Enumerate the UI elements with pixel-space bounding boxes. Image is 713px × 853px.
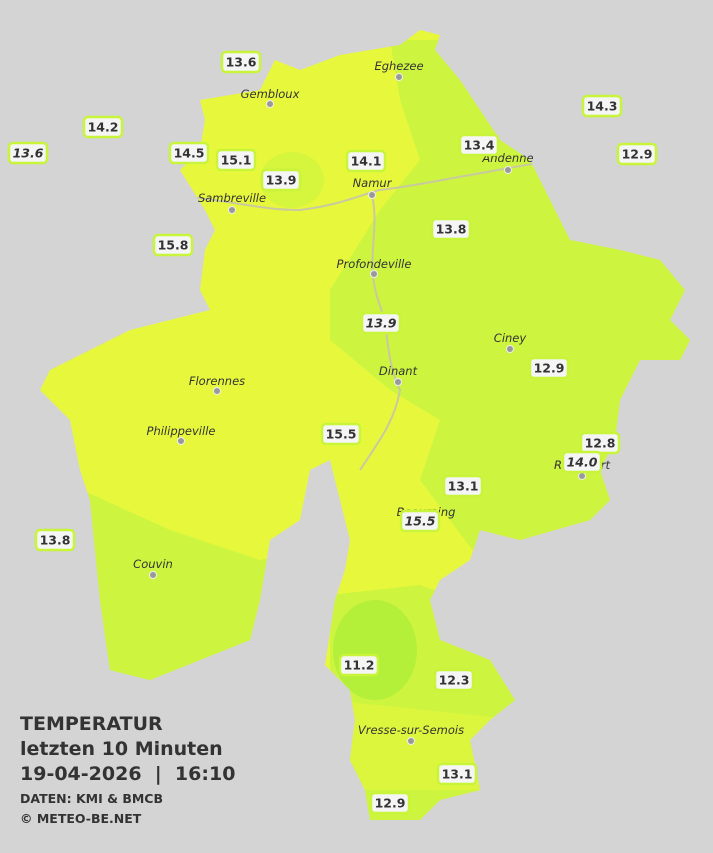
station-box — [152, 233, 194, 257]
city-label: Dinant — [379, 364, 418, 378]
station-value: 15.1 — [221, 153, 252, 168]
station-value: 13.9 — [266, 173, 297, 188]
station-value: 13.9 — [366, 316, 397, 331]
station-value: 15.5 — [326, 427, 357, 442]
river — [169, 159, 561, 212]
station-value: 12.9 — [622, 147, 653, 162]
station-value: 13.8 — [436, 222, 467, 237]
station-box — [458, 133, 500, 157]
station-value: 14.5 — [174, 146, 205, 161]
copyright: © METEO-BE.NET — [20, 811, 142, 826]
station-box — [433, 668, 475, 692]
station-box — [616, 142, 658, 166]
station-box — [436, 762, 478, 786]
city-dot — [177, 437, 185, 445]
city-dot — [213, 387, 221, 395]
station-value: 13.4 — [464, 138, 495, 153]
station-value: 13.1 — [442, 767, 473, 782]
city-label: Eghezee — [374, 59, 423, 73]
city-label: Gembloux — [241, 87, 300, 101]
station-value: 14.0 — [567, 455, 598, 470]
station-box — [430, 217, 472, 241]
station-box — [7, 141, 49, 165]
zone-dark-green — [333, 600, 417, 700]
station-box — [338, 653, 380, 677]
city-dot — [266, 100, 274, 108]
station-box — [561, 450, 603, 474]
station-box — [442, 474, 484, 498]
station-value: 13.1 — [448, 479, 479, 494]
city-label: Philippeville — [147, 424, 216, 438]
source: DATEN: KMI & BMCB — [20, 791, 163, 806]
city-label: Sambreville — [198, 191, 266, 205]
station-value: 15.8 — [158, 238, 189, 253]
station-value: 14.1 — [351, 154, 382, 169]
station-box — [345, 149, 387, 173]
city-label: Florennes — [189, 374, 245, 388]
station-box — [168, 141, 210, 165]
title: TEMPERATUR — [20, 713, 163, 735]
station-box — [528, 356, 570, 380]
date-time: 19-04-2026 | 16:10 — [20, 763, 235, 785]
station-value: 11.2 — [344, 658, 375, 673]
city-dot — [506, 345, 514, 353]
river — [359, 194, 402, 471]
city-label: Namur — [353, 176, 393, 190]
station-box — [220, 50, 262, 74]
station-box — [360, 311, 402, 335]
station-box — [581, 94, 623, 118]
station-value: 12.9 — [534, 361, 565, 376]
station-value: 12.9 — [375, 796, 406, 811]
subtitle: letzten 10 Minuten — [20, 738, 223, 760]
station-value: 13.6 — [13, 146, 44, 161]
station-box — [399, 509, 441, 533]
city-label: Couvin — [133, 557, 173, 571]
city-label: Vresse-sur-Semois — [358, 723, 464, 737]
station-value: 15.5 — [405, 514, 436, 529]
city-dot — [368, 191, 376, 199]
station-box — [215, 148, 257, 172]
station-value: 12.3 — [439, 673, 470, 688]
city-dot — [149, 571, 157, 579]
station-value: 12.8 — [585, 436, 616, 451]
city-dot — [228, 206, 236, 214]
station-box — [82, 115, 124, 139]
city-dot — [504, 166, 512, 174]
city-dot — [394, 378, 402, 386]
station-value: 13.6 — [226, 55, 257, 70]
station-value: 14.2 — [88, 120, 119, 135]
city-dot — [370, 270, 378, 278]
city-label: Ciney — [494, 331, 527, 345]
station-value: 14.3 — [587, 99, 618, 114]
station-box — [369, 791, 411, 815]
station-box — [260, 168, 302, 192]
city-dot — [395, 73, 403, 81]
station-box — [34, 528, 76, 552]
city-dot — [578, 472, 586, 480]
city-dot — [407, 737, 415, 745]
station-box — [320, 422, 362, 446]
city-label: Profondeville — [337, 257, 412, 271]
station-value: 13.8 — [40, 533, 71, 548]
